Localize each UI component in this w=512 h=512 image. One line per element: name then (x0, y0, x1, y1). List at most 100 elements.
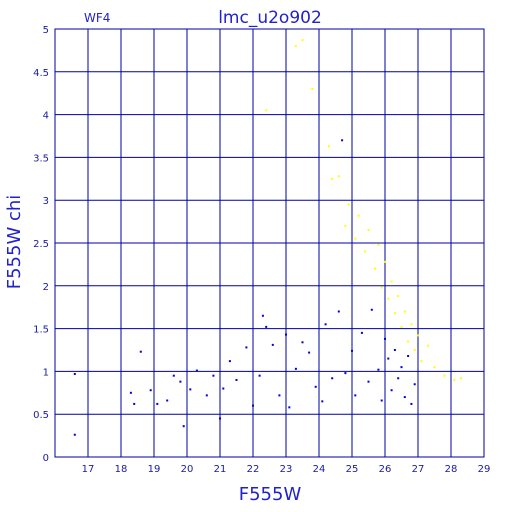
blue-point (380, 399, 383, 402)
blue-point (172, 374, 175, 377)
blue-point (288, 406, 291, 409)
blue-point (222, 387, 225, 390)
blue-point (261, 314, 264, 317)
blue-point (367, 380, 370, 383)
yellow-point (413, 349, 416, 351)
blue-point (393, 349, 396, 351)
blue-point (139, 350, 142, 353)
grid-lines (54, 28, 485, 458)
yellow-point (417, 334, 419, 337)
y-tick-label: 5 (43, 25, 49, 36)
blue-point (390, 389, 393, 392)
x-tick-label: 25 (346, 464, 359, 475)
yellow-point (426, 344, 429, 347)
blue-point (228, 360, 231, 363)
blue-point (73, 433, 76, 436)
blue-point (360, 331, 363, 334)
blue-point (258, 374, 261, 377)
blue-point (133, 402, 136, 405)
x-tick-label: 26 (379, 464, 392, 475)
yellow-point (384, 260, 386, 263)
x-tick-label: 22 (247, 464, 260, 475)
chart-title: lmc_u2o902 (218, 8, 322, 28)
yellow-point (390, 280, 393, 283)
blue-point (195, 369, 198, 372)
blue-point (252, 404, 254, 407)
yellow-point (387, 297, 390, 300)
blue-point (73, 372, 76, 375)
yellow-point (410, 323, 413, 326)
blue-point (285, 333, 287, 336)
x-axis-label: F555W (239, 484, 302, 505)
blue-point (182, 425, 185, 428)
x-tick-label: 17 (82, 464, 95, 475)
data-points (73, 39, 462, 436)
yellow-point (344, 224, 347, 227)
x-tick-label: 18 (115, 464, 128, 475)
x-tick-label: 21 (214, 464, 227, 475)
yellow-point (453, 378, 456, 381)
yellow-point (407, 340, 410, 343)
yellow-point (357, 214, 360, 217)
blue-point (400, 366, 403, 369)
blue-point (271, 343, 274, 346)
blue-point (351, 349, 353, 352)
blue-point (321, 400, 324, 403)
blue-point (331, 377, 334, 380)
y-tick-label: 0 (43, 453, 49, 464)
blue-point (205, 394, 208, 397)
yellow-point (367, 229, 370, 232)
blue-point (324, 323, 327, 326)
blue-point (308, 351, 311, 354)
blue-point (384, 337, 386, 340)
y-tick-label: 1 (43, 367, 49, 378)
blue-point (407, 354, 410, 357)
blue-point (129, 391, 132, 394)
blue-point (341, 139, 344, 142)
blue-point (149, 389, 152, 392)
yellow-point (311, 87, 314, 90)
blue-point (166, 399, 169, 402)
blue-point (370, 308, 373, 311)
blue-point (344, 372, 347, 375)
blue-point (179, 380, 182, 383)
y-tick-label: 3.5 (33, 153, 49, 164)
yellow-point (265, 109, 268, 112)
blue-point (235, 378, 238, 381)
blue-point (156, 402, 159, 405)
yellow-point (397, 295, 400, 298)
blue-point (294, 367, 297, 370)
blue-point (413, 383, 416, 386)
blue-point (354, 394, 357, 397)
yellow-point (393, 312, 396, 315)
yellow-point (354, 237, 357, 240)
blue-point (212, 374, 215, 377)
blue-point (403, 396, 406, 399)
x-tick-label: 24 (313, 464, 326, 475)
yellow-point (347, 203, 350, 206)
x-tick-label: 28 (445, 464, 458, 475)
x-tick-label: 19 (148, 464, 161, 475)
blue-point (189, 388, 192, 391)
yellow-point (400, 325, 403, 328)
yellow-point (433, 366, 436, 369)
y-tick-label: 4 (43, 111, 49, 122)
y-tick-label: 1.5 (33, 325, 49, 336)
y-tick-label: 2.5 (33, 239, 49, 250)
yellow-point (377, 243, 380, 246)
yellow-point (459, 377, 462, 380)
y-axis-label: F555W chi (4, 195, 25, 290)
y-tick-label: 2 (43, 282, 49, 293)
x-tick-label: 29 (478, 464, 491, 475)
yellow-point (420, 360, 423, 363)
x-tick-label: 20 (181, 464, 194, 475)
yellow-point (364, 250, 367, 253)
blue-point (219, 417, 221, 420)
corner-label: WF4 (84, 11, 110, 25)
blue-point (265, 325, 268, 328)
x-tick-label: 23 (280, 464, 293, 475)
blue-point (397, 377, 400, 380)
yellow-point (327, 145, 330, 148)
y-tick-label: 0.5 (33, 410, 49, 421)
